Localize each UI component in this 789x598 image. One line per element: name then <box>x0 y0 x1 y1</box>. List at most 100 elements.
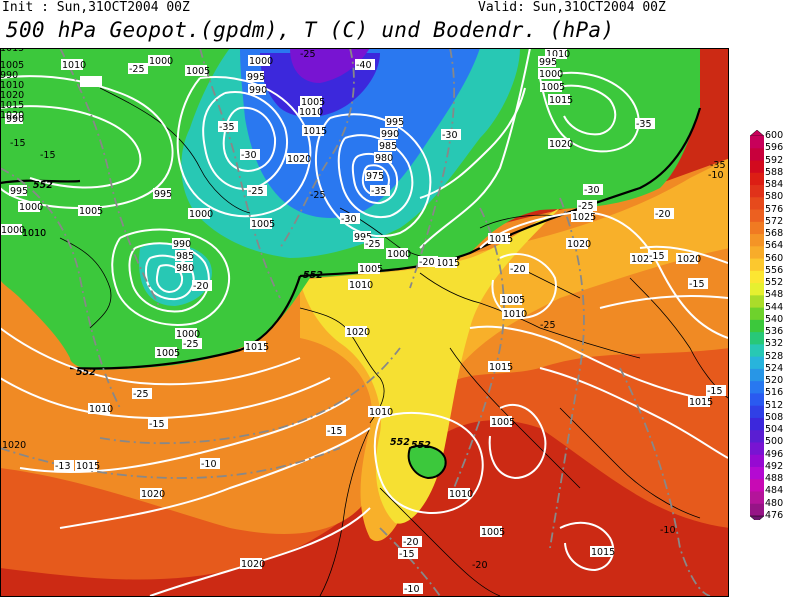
legend-level-label: 516 <box>765 387 784 399</box>
pressure-label: 1000 <box>387 249 411 260</box>
pressure-label: 1010 <box>369 407 393 418</box>
legend-swatch <box>750 221 764 235</box>
legend-level-label: 484 <box>765 485 784 497</box>
temperature-label: -25 <box>183 339 199 350</box>
valid-time-label: Valid: Sun,31OCT2004 00Z <box>478 0 666 15</box>
pressure-label: 985 <box>176 251 194 262</box>
legend-swatch <box>750 283 764 296</box>
pressure-label: 985 <box>379 141 397 152</box>
pressure-label: 990 <box>6 114 24 125</box>
temperature-label: -20 <box>403 537 419 548</box>
legend-level-label: 600 <box>765 130 784 141</box>
isotherms <box>0 48 711 596</box>
pressure-label: 1015 <box>0 100 24 111</box>
legend-level-label: 528 <box>765 350 784 362</box>
coastlines <box>59 87 728 596</box>
legend-level-label: 544 <box>765 301 784 313</box>
pressure-label: 990 <box>0 70 18 81</box>
geopotential-label: 552 <box>76 367 96 378</box>
pressure-label: 1000 <box>189 209 213 220</box>
legend-level-label: 560 <box>765 252 784 264</box>
legend-swatch <box>750 442 764 456</box>
legend-level-label: 572 <box>765 215 784 227</box>
temperature-label: -30 <box>584 185 600 196</box>
temperature-label: -20 <box>193 281 209 292</box>
pressure-label: 1015 <box>689 397 713 408</box>
legend-swatch <box>750 466 764 480</box>
legend-swatch <box>750 246 764 260</box>
legend-level-label: 552 <box>765 277 784 289</box>
pressure-label: 1015 <box>436 258 460 269</box>
pressure-label: 1020 <box>567 239 591 250</box>
legend-level-label: 568 <box>765 228 784 240</box>
temperature-label: -25 <box>300 49 316 60</box>
legend-swatch <box>750 503 764 517</box>
pressure-label: 1005 <box>79 206 103 217</box>
pressure-label: 1010 <box>449 489 473 500</box>
contour-552 <box>0 107 702 278</box>
temperature-label: -30 <box>341 214 357 225</box>
pressure-label: 995 <box>10 186 28 197</box>
legend-level-label: 476 <box>765 510 784 521</box>
legend-swatch <box>750 172 764 186</box>
pressure-label: 1005 <box>0 60 24 71</box>
pressure-label: 1010 <box>503 309 527 320</box>
temperature-label: -15 <box>649 251 665 262</box>
legend-swatch <box>750 417 764 431</box>
legend-level-label: 492 <box>765 460 784 472</box>
pressure-label: 1015 <box>0 48 24 54</box>
legend-swatch <box>750 258 764 272</box>
temperature-label: -25 <box>248 186 264 197</box>
temperature-label: -20 <box>419 257 435 268</box>
temperature-label: -10 <box>404 584 420 595</box>
legend-level-label: 580 <box>765 191 784 203</box>
pressure-label: 1010 <box>62 60 86 71</box>
legend-swatch <box>750 491 764 505</box>
legend-level-label: 540 <box>765 313 784 325</box>
temperature-label: -25 <box>540 320 556 331</box>
field-purple <box>290 48 370 83</box>
pressure-label-group: 1010 1000 1005 1000 995 990 1005 1010 10… <box>0 48 713 570</box>
legend-swatch <box>750 148 764 162</box>
pressure-label: 1020 <box>346 327 370 338</box>
pressure-label: 1010 <box>22 228 46 239</box>
pressure-label: 1005 <box>301 97 325 108</box>
pressure-label: 995 <box>539 57 557 68</box>
legend-level-label: 564 <box>765 240 784 252</box>
pressure-label: 1015 <box>591 547 615 558</box>
map-title: 500 hPa Geopot.(gpdm), T (C) und Bodendr… <box>6 18 615 42</box>
pressure-label: 995 <box>154 189 172 200</box>
legend-swatch <box>750 356 764 370</box>
pressure-label: 975 <box>366 171 384 182</box>
legend-swatch <box>750 160 764 174</box>
legend-swatch <box>750 479 764 492</box>
pressure-label: 1015 <box>489 362 513 373</box>
legend-level-label: 548 <box>765 289 784 301</box>
temperature-label: -30 <box>442 130 458 141</box>
legend-level-label: 596 <box>765 142 784 154</box>
pressure-label: 1005 <box>359 264 383 275</box>
legend-level-label: 512 <box>765 399 784 411</box>
temperature-label: -10 <box>708 170 724 181</box>
pressure-label: 1005 <box>251 219 275 230</box>
pressure-label: 1015 <box>303 126 327 137</box>
pressure-label: 995 <box>247 72 265 83</box>
temperature-label: -15 <box>10 138 26 149</box>
pressure-label: 1020 <box>0 90 24 101</box>
legend-cap-top <box>750 130 765 137</box>
pressure-label: 1000 <box>539 69 563 80</box>
temperature-label: -40 <box>356 60 372 71</box>
temperature-label: -35 <box>710 160 726 171</box>
temperature-label: -20 <box>472 560 488 571</box>
legend-swatch <box>750 430 764 443</box>
legend-level-label: 532 <box>765 338 784 350</box>
pressure-label: 1000 <box>19 202 43 213</box>
pressure-label: 1010 <box>89 404 113 415</box>
legend-level-label: 592 <box>765 154 784 166</box>
temperature-label: -30 <box>241 150 257 161</box>
legend-swatch <box>750 136 764 149</box>
pressure-label: 1025 <box>572 212 596 223</box>
legend-swatch <box>750 295 764 309</box>
legend-level-label: 504 <box>765 424 784 436</box>
geopotential-label: 552 <box>390 437 410 448</box>
